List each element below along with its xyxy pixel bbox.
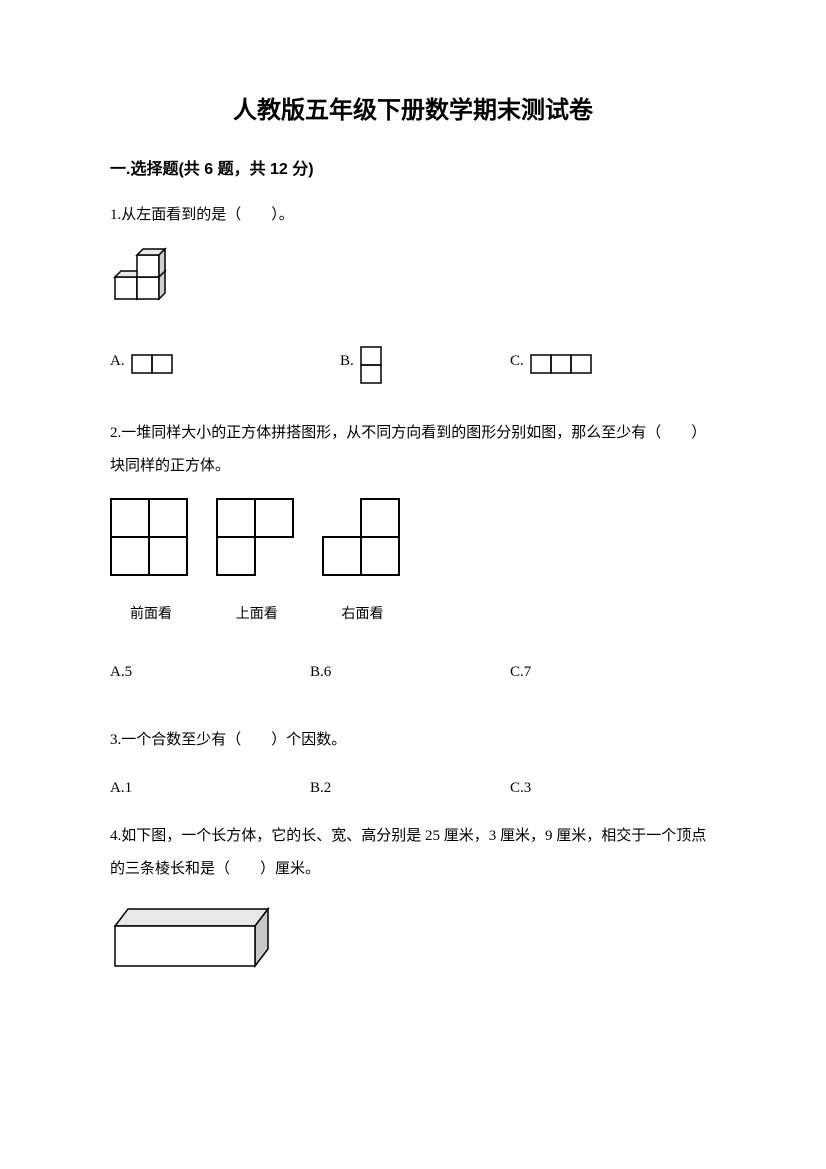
q1-figure (110, 247, 716, 320)
grid-3x1-icon (529, 345, 599, 375)
grid-2x2-icon (110, 498, 192, 580)
grid-2x1-icon (130, 345, 180, 375)
front-view: 前面看 (110, 498, 192, 629)
question-4: 4.如下图，一个长方体，它的长、宽、高分别是 25 厘米，3 厘米，9 厘米，相… (110, 820, 716, 994)
section-header: 一.选择题(共 6 题，共 12 分) (110, 155, 716, 179)
q3-option-a: A.1 (110, 772, 310, 805)
q4-figure (110, 901, 716, 994)
question-1: 1.从左面看到的是（ ）。 (110, 199, 716, 387)
cuboid-icon (110, 901, 290, 981)
grid-L-shape2-icon (322, 498, 404, 580)
grid-1x2-icon (359, 345, 389, 387)
q1-option-b: B. (340, 345, 510, 387)
view-label: 右面看 (322, 598, 404, 629)
option-label: A. (110, 345, 125, 378)
q2-option-b: B.6 (310, 656, 510, 689)
q3-option-b: B.2 (310, 772, 510, 805)
q3-text: 3.一个合数至少有（ ）个因数。 (110, 724, 716, 757)
top-view: 上面看 (216, 498, 298, 629)
q4-text: 4.如下图，一个长方体，它的长、宽、高分别是 25 厘米，3 厘米，9 厘米，相… (110, 820, 716, 886)
option-label: B. (340, 345, 354, 378)
q3-option-c: C.3 (510, 772, 531, 805)
q3-options: A.1 B.2 C.3 (110, 772, 716, 805)
page-title: 人教版五年级下册数学期末测试卷 (110, 90, 716, 125)
q1-text: 1.从左面看到的是（ ）。 (110, 199, 716, 232)
q1-options: A. B. C. (110, 345, 716, 387)
cube-stack-icon (110, 247, 180, 307)
view-label: 前面看 (110, 598, 192, 629)
q2-figure: 前面看 上面看 右面看 (110, 498, 716, 631)
question-2: 2.一堆同样大小的正方体拼搭图形，从不同方向看到的图形分别如图，那么至少有（ ）… (110, 417, 716, 689)
q1-option-a: A. (110, 345, 340, 387)
q2-option-a: A.5 (110, 656, 310, 689)
q2-text: 2.一堆同样大小的正方体拼搭图形，从不同方向看到的图形分别如图，那么至少有（ ）… (110, 417, 716, 483)
right-view: 右面看 (322, 498, 404, 629)
question-3: 3.一个合数至少有（ ）个因数。 A.1 B.2 C.3 (110, 724, 716, 805)
option-label: C. (510, 345, 524, 378)
q2-option-c: C.7 (510, 656, 531, 689)
view-label: 上面看 (216, 598, 298, 629)
q2-options: A.5 B.6 C.7 (110, 656, 716, 689)
q1-option-c: C. (510, 345, 599, 387)
grid-L-shape-icon (216, 498, 298, 580)
